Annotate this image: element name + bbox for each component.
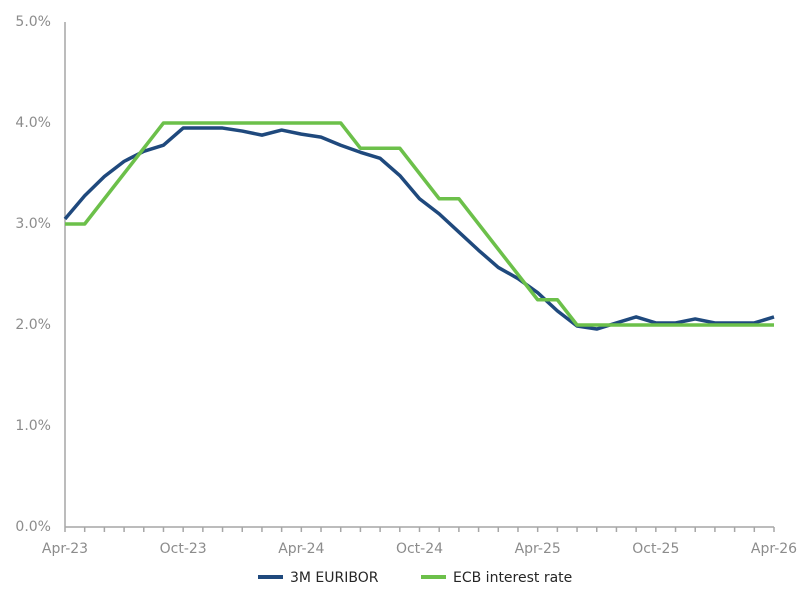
y-tick-label: 1.0%	[15, 418, 51, 434]
y-tick-label: 2.0%	[15, 317, 51, 333]
series-line	[65, 121, 774, 327]
y-tick-label: 4.0%	[15, 115, 51, 131]
legend-label: ECB interest rate	[453, 570, 572, 586]
y-tick-label: 3.0%	[15, 216, 51, 232]
series-line	[63, 126, 775, 331]
x-tick-label: Apr-23	[42, 541, 88, 557]
y-tick-label: 5.0%	[15, 14, 51, 30]
x-tick-label: Oct-25	[632, 541, 679, 557]
x-tick-label: Apr-26	[751, 541, 797, 557]
x-tick-label: Oct-23	[160, 541, 207, 557]
x-tick-label: Apr-24	[278, 541, 324, 557]
x-tick-label: Apr-25	[515, 541, 561, 557]
legend-label: 3M EURIBOR	[290, 570, 379, 586]
x-tick-label: Oct-24	[396, 541, 443, 557]
y-tick-label: 0.0%	[15, 519, 51, 535]
